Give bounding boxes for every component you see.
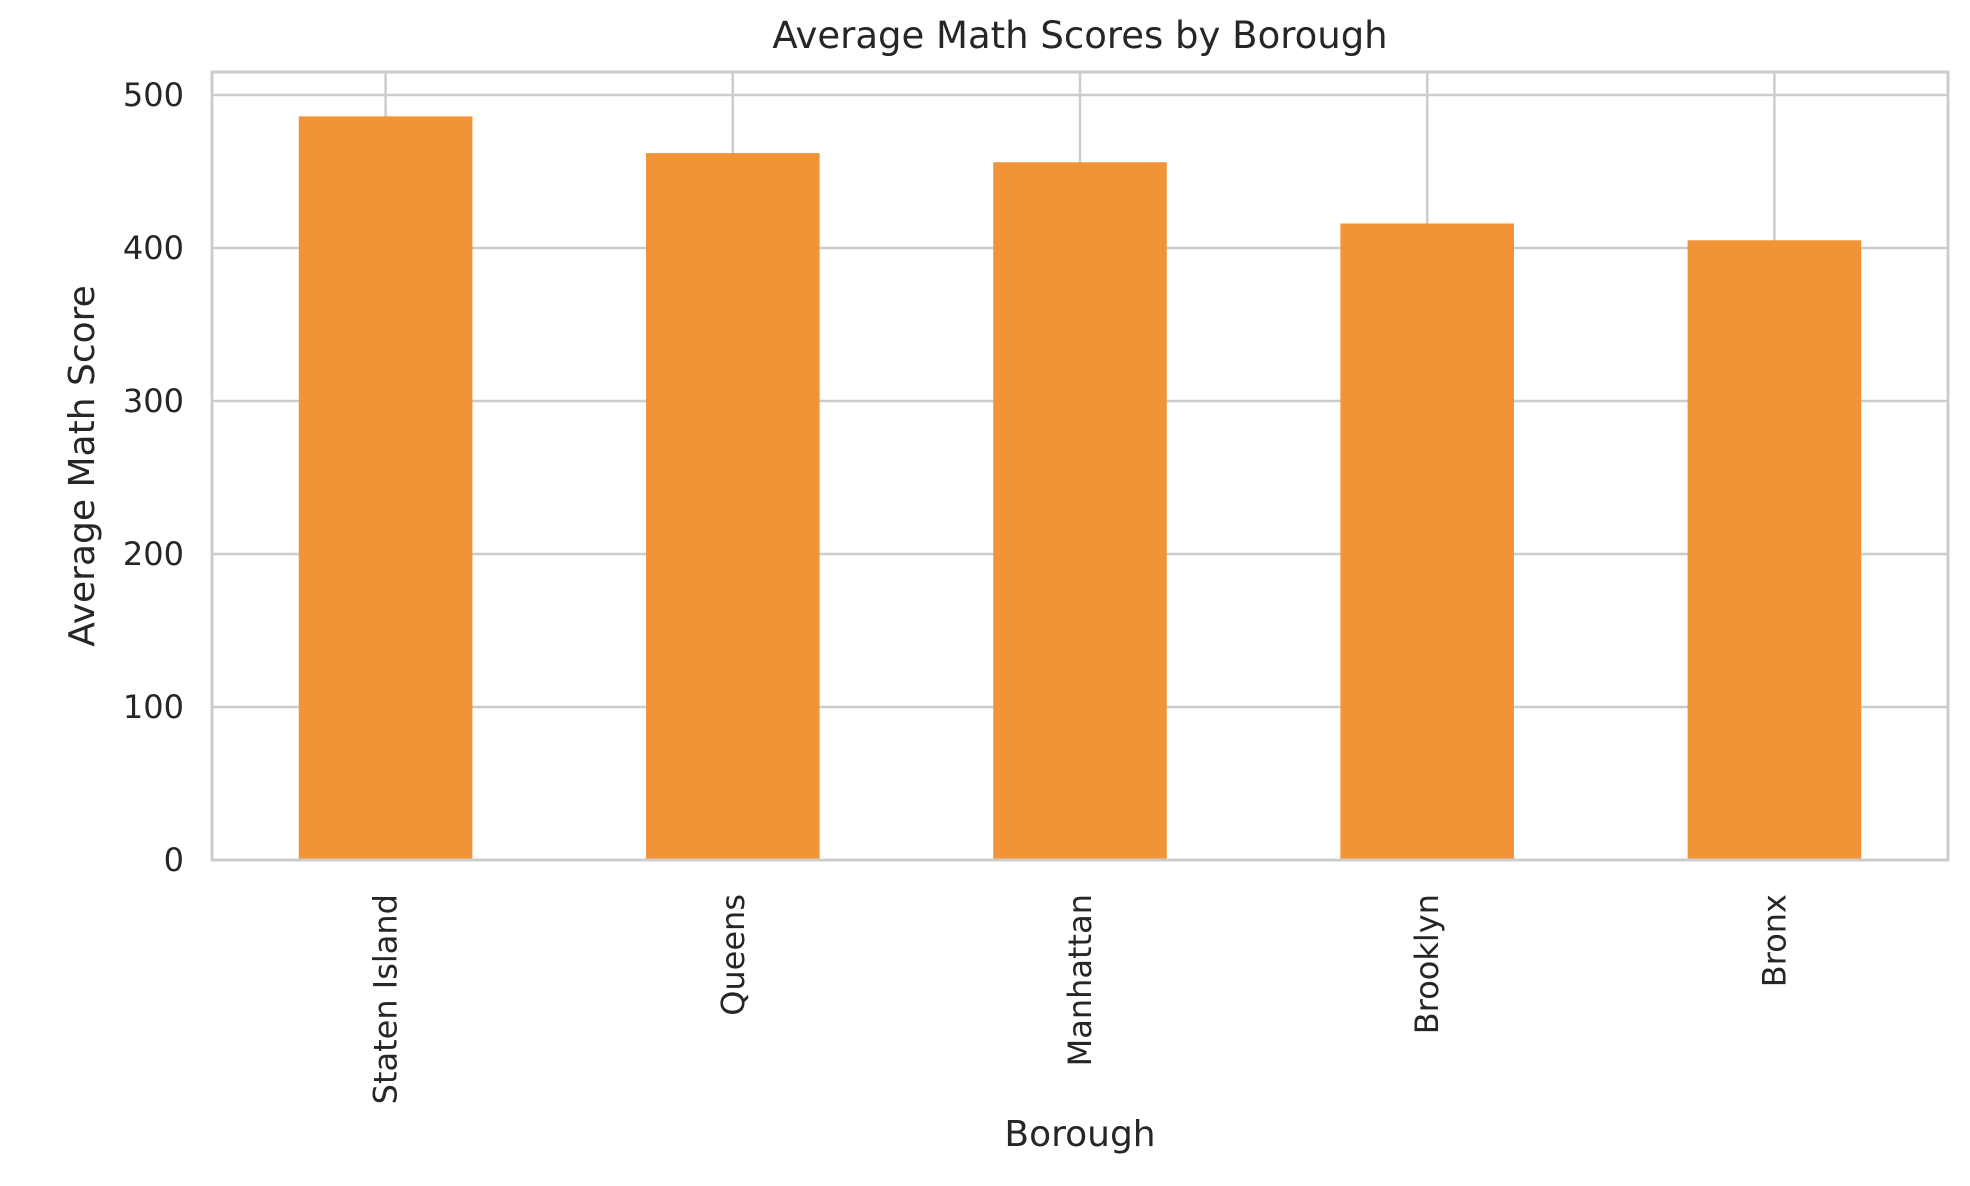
x-tick-label: Brooklyn [1408, 894, 1446, 1034]
x-tick-label: Manhattan [1061, 894, 1099, 1066]
y-tick-label: 100 [123, 688, 184, 726]
x-tick-label: Staten Island [367, 894, 405, 1104]
x-tick-label: Queens [714, 894, 752, 1016]
x-axis-label: Borough [1004, 1114, 1155, 1155]
y-axis-label: Average Math Score [62, 285, 103, 647]
plot-frame [210, 70, 1950, 862]
chart-title: Average Math Scores by Borough [772, 14, 1387, 57]
y-tick-label: 200 [123, 535, 184, 573]
x-tick-labels: Staten Island Queens Manhattan Brooklyn Bron… [367, 894, 1794, 1104]
bars [298, 116, 1862, 861]
bar-queens [646, 153, 820, 860]
bar-bronx [1687, 240, 1862, 861]
bar-manhattan [993, 162, 1167, 860]
y-tick-labels: 0 100 200 300 400 500 [123, 76, 184, 879]
y-tick-label: 300 [123, 382, 184, 420]
bar-brooklyn [1340, 223, 1514, 860]
y-tick-label: 500 [123, 76, 184, 114]
y-tick-label: 400 [123, 229, 184, 267]
y-tick-label: 0 [164, 841, 184, 879]
x-tick-label: Bronx [1755, 894, 1793, 987]
bar-staten-island [298, 116, 473, 861]
